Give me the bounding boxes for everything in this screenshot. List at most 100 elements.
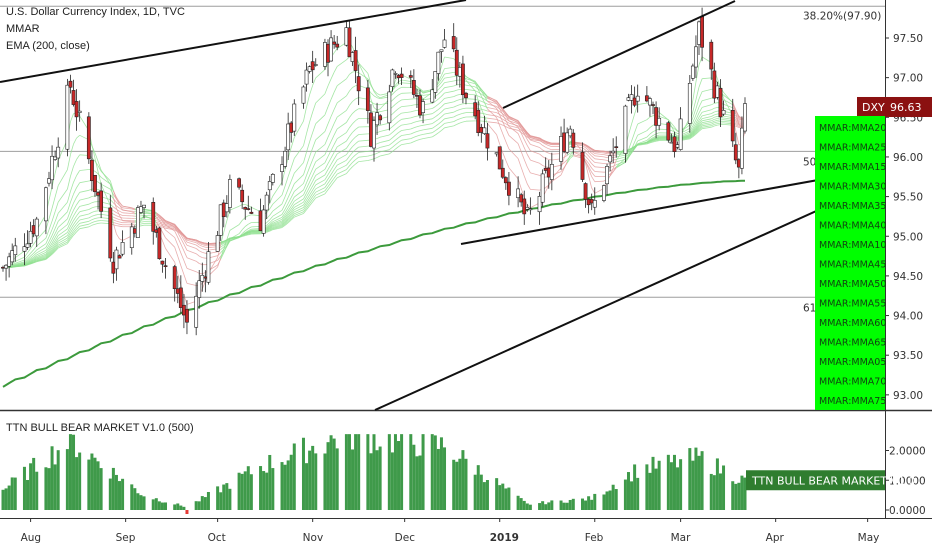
mma-line [94, 170, 99, 175]
mma-line [70, 182, 74, 192]
histogram-bar [206, 491, 210, 510]
mma-line [438, 86, 442, 90]
mma-line [698, 128, 703, 132]
mma-line [698, 107, 703, 114]
mma-line [588, 146, 592, 150]
mma-line [444, 80, 454, 83]
mma-line [717, 122, 721, 124]
mma-line [202, 244, 206, 246]
mma-line [591, 187, 596, 194]
mma-line [352, 120, 356, 124]
mma-line [441, 68, 445, 76]
mma-line [177, 229, 182, 233]
candle-body [142, 204, 146, 208]
mma-line [346, 169, 350, 174]
candle-body [730, 109, 735, 142]
mma-line [508, 127, 519, 131]
mma-line [196, 271, 200, 274]
histogram-bar [47, 468, 51, 510]
mma-line [229, 205, 240, 211]
price-tag-value: 96.63 [890, 101, 922, 114]
mma-line [76, 219, 81, 224]
mma-line [245, 233, 249, 236]
mma-line [70, 215, 74, 223]
mma-line [315, 193, 326, 199]
mma-line [238, 204, 243, 207]
mma-line [502, 113, 507, 117]
mma-line [585, 161, 589, 167]
mma-line [484, 109, 488, 112]
mma-line [453, 110, 457, 113]
mma-line [462, 116, 467, 119]
time-tick-label: Nov [303, 532, 324, 544]
mma-line [702, 118, 712, 122]
mma-line [585, 152, 589, 157]
mma-line [324, 147, 329, 155]
mma-line [306, 156, 310, 166]
mma-line [444, 116, 454, 120]
mma-line [413, 126, 418, 129]
candle-body [500, 167, 505, 178]
mma-line [269, 219, 274, 223]
indicator-tick-label: 0.0000 [889, 505, 926, 517]
mma-line [73, 210, 77, 217]
candle-body [516, 188, 521, 199]
histogram-bar [90, 453, 94, 510]
mma-line [293, 162, 304, 174]
mma-line [272, 181, 283, 197]
mma-line [355, 152, 359, 156]
mma-line [735, 121, 740, 125]
mma-line [119, 219, 123, 221]
mma-line [97, 173, 102, 178]
mma-line [594, 180, 605, 183]
mma-line [88, 196, 93, 199]
mma-line [88, 207, 93, 210]
mma-line [174, 247, 179, 257]
candle-body [356, 76, 361, 92]
mma-line [735, 120, 740, 124]
mma-line [499, 111, 504, 115]
histogram-bar [22, 466, 26, 510]
histogram-bar [347, 434, 351, 510]
mma-line [465, 76, 476, 82]
mma-line [58, 243, 68, 249]
histogram-bar [387, 434, 391, 510]
mma-line [336, 59, 347, 67]
mma-line [309, 181, 314, 188]
mma-line [287, 219, 292, 224]
mma-line [312, 139, 317, 149]
candle-body [99, 190, 104, 212]
mma-line [266, 226, 270, 230]
mma-line [655, 136, 660, 138]
mma-line [499, 108, 504, 112]
histogram-bar [262, 471, 266, 510]
mma-line [398, 139, 402, 143]
mma-line [159, 215, 163, 219]
mma-line [51, 251, 56, 255]
candle-body [605, 166, 609, 185]
mma-line [484, 98, 488, 102]
mma-label: MMAR:MMA15 [819, 162, 886, 173]
mma-line [45, 249, 50, 255]
mma-line [27, 259, 31, 262]
histogram-bar [645, 464, 649, 510]
mma-line [419, 134, 424, 136]
candle-body [687, 82, 692, 124]
mma-line [548, 181, 553, 186]
mma-line [327, 150, 332, 157]
mma-line [711, 125, 715, 128]
mma-line [33, 257, 37, 260]
mma-line [453, 105, 457, 108]
mma-line [281, 222, 286, 226]
histogram-bar [421, 434, 425, 510]
mma-line [352, 143, 356, 147]
mma-line [649, 137, 654, 140]
mma-line [67, 234, 71, 241]
histogram-bar [151, 499, 155, 510]
mma-line [177, 232, 182, 239]
mma-line [376, 155, 381, 158]
mma-label: MMAR:MMA65 [819, 338, 886, 349]
candle-body [194, 295, 199, 328]
mma-line [346, 136, 350, 142]
